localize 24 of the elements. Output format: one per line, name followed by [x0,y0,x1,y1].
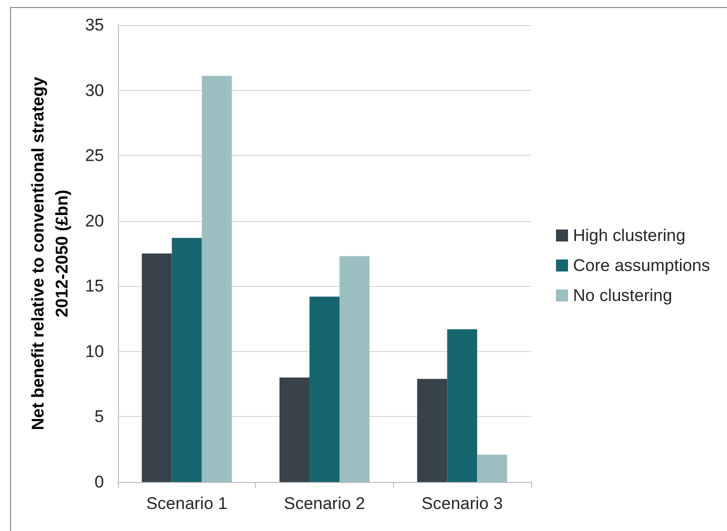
bar [279,378,310,482]
y-tick-label: 5 [94,407,104,426]
bar [447,329,478,482]
y-tick-label: 0 [94,472,104,492]
bar [202,76,232,482]
y-tick-label: 20 [85,211,104,230]
bar [172,238,202,482]
y-axis-title: Net benefit relative to conventional strategy 2012-2050 (£bn) [28,76,72,430]
y-tick-label: 15 [85,276,104,296]
bar [417,378,448,482]
bar [340,256,370,482]
x-tick-label: Scenario 1 [146,494,228,513]
bar [477,454,508,482]
x-tick-label: Scenario 2 [284,494,366,513]
x-tick-label: Scenario 3 [422,494,503,513]
bar [309,296,340,482]
y-tick-label: 25 [85,146,104,166]
legend-label: No clustering [573,286,672,305]
legend-label: Core assumptions [573,256,710,275]
y-tick-label: 10 [85,342,104,361]
y-tick-label: 30 [85,80,104,100]
bar [142,254,172,482]
y-tick-label: 35 [85,16,104,34]
legend-label: High clustering [573,226,686,245]
